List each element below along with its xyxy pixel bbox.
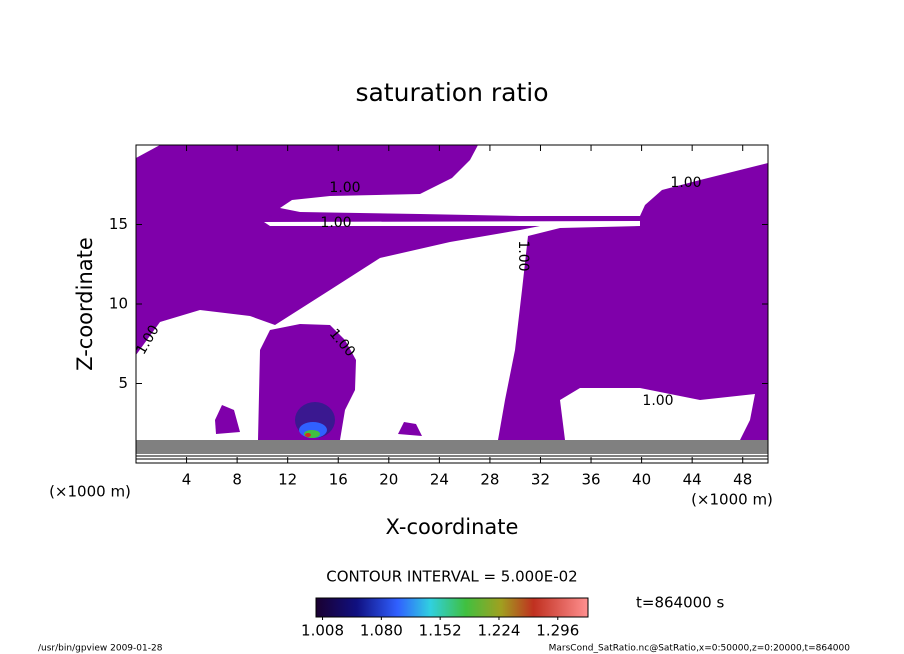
region xyxy=(215,405,240,434)
contour-label: 1.00 xyxy=(515,240,531,271)
x-tick-label: 40 xyxy=(632,471,651,489)
x-tick-label: 4 xyxy=(182,471,192,489)
contour-label: 1.00 xyxy=(320,215,351,231)
region xyxy=(268,214,420,218)
footer-left: /usr/bin/gpview 2009-01-28 xyxy=(38,644,163,654)
contour-label: 1.00 xyxy=(642,393,673,409)
y-axis-label: Z-coordinate xyxy=(73,237,97,371)
contour-interval: CONTOUR INTERVAL = 5.000E-02 xyxy=(326,568,577,586)
x-tick-label: 48 xyxy=(733,471,752,489)
chart-title: saturation ratio xyxy=(355,78,548,107)
colorbar-label: 1.080 xyxy=(360,622,403,640)
colorbar xyxy=(315,597,589,618)
region-gap xyxy=(560,388,755,440)
contour-label: 1.00 xyxy=(670,175,701,191)
x-tick-label: 16 xyxy=(329,471,348,489)
contour-lines xyxy=(136,440,768,460)
region-gap xyxy=(280,145,768,216)
region-gap xyxy=(136,145,160,158)
colorbar-label: 1.152 xyxy=(419,622,462,640)
x-tick-label: 12 xyxy=(278,471,297,489)
x-tick-label: 24 xyxy=(430,471,449,489)
x-tick-label: 20 xyxy=(379,471,398,489)
colorbar-label: 1.008 xyxy=(301,622,344,640)
x-unit: (×1000 m) xyxy=(691,491,773,509)
region xyxy=(398,422,422,436)
y-tick-label: 10 xyxy=(109,295,128,313)
footer-right: MarsCond_SatRatio.nc@SatRatio,x=0:50000,… xyxy=(549,644,851,654)
contour-field xyxy=(136,145,768,463)
x-tick-label: 44 xyxy=(683,471,702,489)
x-axis-label: X-coordinate xyxy=(386,515,519,539)
y-unit: (×1000 m) xyxy=(49,483,131,501)
time-label: t=864000 s xyxy=(636,594,724,612)
colorbar-label: 1.224 xyxy=(477,622,520,640)
x-tick-label: 32 xyxy=(531,471,550,489)
y-tick-label: 15 xyxy=(109,215,128,233)
shade xyxy=(305,433,311,437)
x-tick-label: 8 xyxy=(232,471,242,489)
colorbar-label: 1.296 xyxy=(536,622,579,640)
x-tick-label: 28 xyxy=(480,471,499,489)
contour-label: 1.00 xyxy=(329,180,360,196)
x-tick-label: 36 xyxy=(581,471,600,489)
y-tick-label: 5 xyxy=(118,374,128,392)
